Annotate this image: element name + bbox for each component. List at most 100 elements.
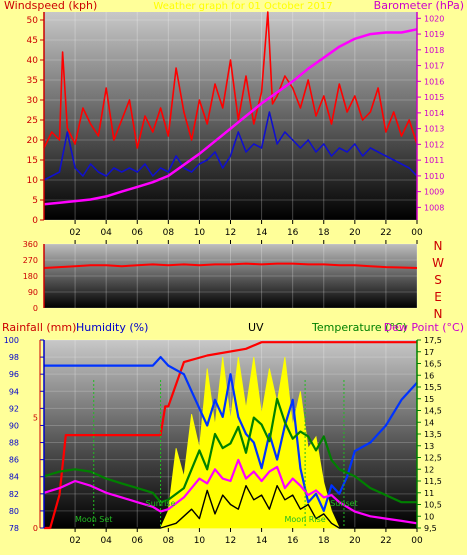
- windspeed-tick-label: 40: [27, 56, 39, 66]
- rainfall-axis-title: Rainfall (mm): [2, 321, 76, 334]
- humidity-tick-label: 78: [9, 524, 19, 533]
- compass-label-w: W: [432, 256, 444, 270]
- wind-x-tick-label: 08: [163, 228, 175, 238]
- windspeed-axis-title: Windspeed (kph): [4, 0, 97, 12]
- barometer-tick-label: 1011: [424, 156, 444, 165]
- direction-tick-label: 0: [33, 304, 38, 313]
- temperature-axis-title: Temperature (°C): [311, 321, 407, 334]
- wind-x-tick-label: 18: [318, 228, 330, 238]
- barometer-tick-label: 1013: [424, 125, 444, 134]
- rainfall-tick-label: 5: [33, 413, 38, 422]
- uv-axis-title: UV: [248, 321, 264, 334]
- windspeed-tick-label: 35: [27, 76, 38, 86]
- temperature-tick-label: 13: [424, 442, 434, 451]
- barometer-tick-label: 1020: [424, 14, 444, 23]
- climate-x-tick-label: 16: [287, 536, 299, 546]
- wind-x-tick-label: 02: [69, 228, 80, 238]
- dew-point-line: [43, 458, 418, 525]
- wind-axes: 02 04 06 08 10 12 14 16 18 20 22 000510152025303540…: [27, 12, 444, 238]
- barometer-tick-label: 1008: [424, 203, 444, 212]
- chart-title: Weather graph for 01 October 2017: [153, 1, 332, 12]
- compass-label-e: E: [434, 290, 442, 304]
- wind-gridlines: [44, 12, 418, 221]
- direction-tick-label: 360: [23, 240, 38, 249]
- climate-series: [43, 341, 418, 530]
- rainfall-line: [44, 341, 417, 530]
- climate-x-tick-label: 04: [100, 536, 112, 546]
- wind-x-tick-label: 22: [380, 228, 391, 238]
- humidity-tick-label: 80: [9, 507, 19, 516]
- temperature-line: [43, 397, 417, 504]
- temperature-tick-label: 14: [424, 418, 434, 427]
- barometer-tick-label: 1015: [424, 93, 444, 102]
- humidity-tick-label: 92: [9, 404, 19, 413]
- temperature-tick-label: 16,5: [424, 360, 442, 369]
- barometer-tick-label: 1009: [424, 188, 444, 197]
- wind-x-tick-label: 12: [225, 228, 236, 238]
- climate-x-tick-label: 20: [349, 536, 361, 546]
- wind-x-tick-label: 04: [100, 228, 112, 238]
- barometer-tick-label: 1012: [424, 140, 444, 149]
- barometer-tick-label: 1019: [424, 30, 444, 39]
- dewpoint-axis-title: Dew Point (°C): [384, 321, 464, 334]
- windspeed-tick-label: 0: [32, 216, 38, 226]
- temperature-tick-label: 11: [424, 489, 434, 498]
- temperature-tick-label: 15: [424, 395, 434, 404]
- wind-x-tick-label: 06: [132, 228, 144, 238]
- temperature-tick-label: 14,5: [424, 407, 442, 416]
- compass-label-s: S: [434, 273, 442, 287]
- direction-tick-label: 270: [23, 256, 38, 265]
- humidity-line: [44, 356, 418, 512]
- rainfall-tick-label: 0: [33, 524, 38, 533]
- compass-label-n: N: [434, 307, 443, 321]
- temperature-tick-label: 11,5: [424, 477, 442, 486]
- direction-axes: 0 90 180 270 360: [23, 240, 418, 313]
- temperature-tick-label: 15,5: [424, 383, 442, 392]
- temperature-tick-label: 9,5: [424, 524, 437, 533]
- wind-series: [43, 11, 418, 206]
- windspeed-tick-label: 10: [27, 176, 39, 186]
- climate-x-tick-label: 00: [411, 536, 423, 546]
- event-label-moon-rise: Moon Rise: [285, 515, 326, 524]
- barometer-tick-label: 1017: [424, 62, 444, 71]
- windspeed-tick-label: 20: [27, 136, 39, 146]
- wind-x-tick-label: 14: [256, 228, 268, 238]
- windspeed-tick-label: 15: [27, 156, 38, 166]
- barometer-line: [43, 28, 418, 206]
- temperature-tick-label: 13,5: [424, 430, 442, 439]
- humidity-tick-label: 94: [9, 387, 19, 396]
- humidity-tick-label: 86: [9, 456, 19, 465]
- humidity-axis-title: Humidity (%): [76, 321, 148, 334]
- humidity-tick-label: 90: [9, 421, 19, 430]
- humidity-tick-label: 88: [9, 439, 19, 448]
- barometer-axis-title: Barometer (hPa): [374, 0, 464, 12]
- climate-x-tick-label: 14: [256, 536, 268, 546]
- climate-x-tick-label: 22: [380, 536, 391, 546]
- temperature-tick-label: 12: [424, 465, 434, 474]
- climate-x-tick-label: 18: [318, 536, 330, 546]
- direction-line: [43, 262, 418, 269]
- temperature-tick-label: 17,5: [424, 336, 442, 345]
- climate-x-tick-label: 08: [163, 536, 175, 546]
- humidity-tick-label: 82: [9, 490, 19, 499]
- barometer-tick-label: 1018: [424, 46, 444, 55]
- humidity-tick-label: 96: [9, 370, 19, 379]
- solar-line: [44, 485, 417, 529]
- wind-x-tick-label: 20: [349, 228, 361, 238]
- humidity-tick-label: 84: [9, 473, 19, 482]
- temperature-tick-label: 16: [424, 371, 434, 380]
- direction-series: [43, 262, 418, 269]
- temperature-tick-label: 10: [424, 512, 434, 521]
- temperature-tick-label: 10,5: [424, 501, 442, 510]
- event-label-sunset: Sunset: [330, 499, 357, 508]
- wind-x-tick-label: 16: [287, 228, 299, 238]
- climate-x-tick-label: 06: [132, 536, 144, 546]
- humidity-tick-label: 98: [9, 353, 19, 362]
- event-label-sunrise: Sunrise: [146, 499, 176, 508]
- direction-plot-area: [44, 244, 417, 308]
- barometer-tick-label: 1016: [424, 77, 444, 86]
- climate-x-tick-label: 02: [69, 536, 80, 546]
- direction-tick-label: 90: [28, 288, 38, 297]
